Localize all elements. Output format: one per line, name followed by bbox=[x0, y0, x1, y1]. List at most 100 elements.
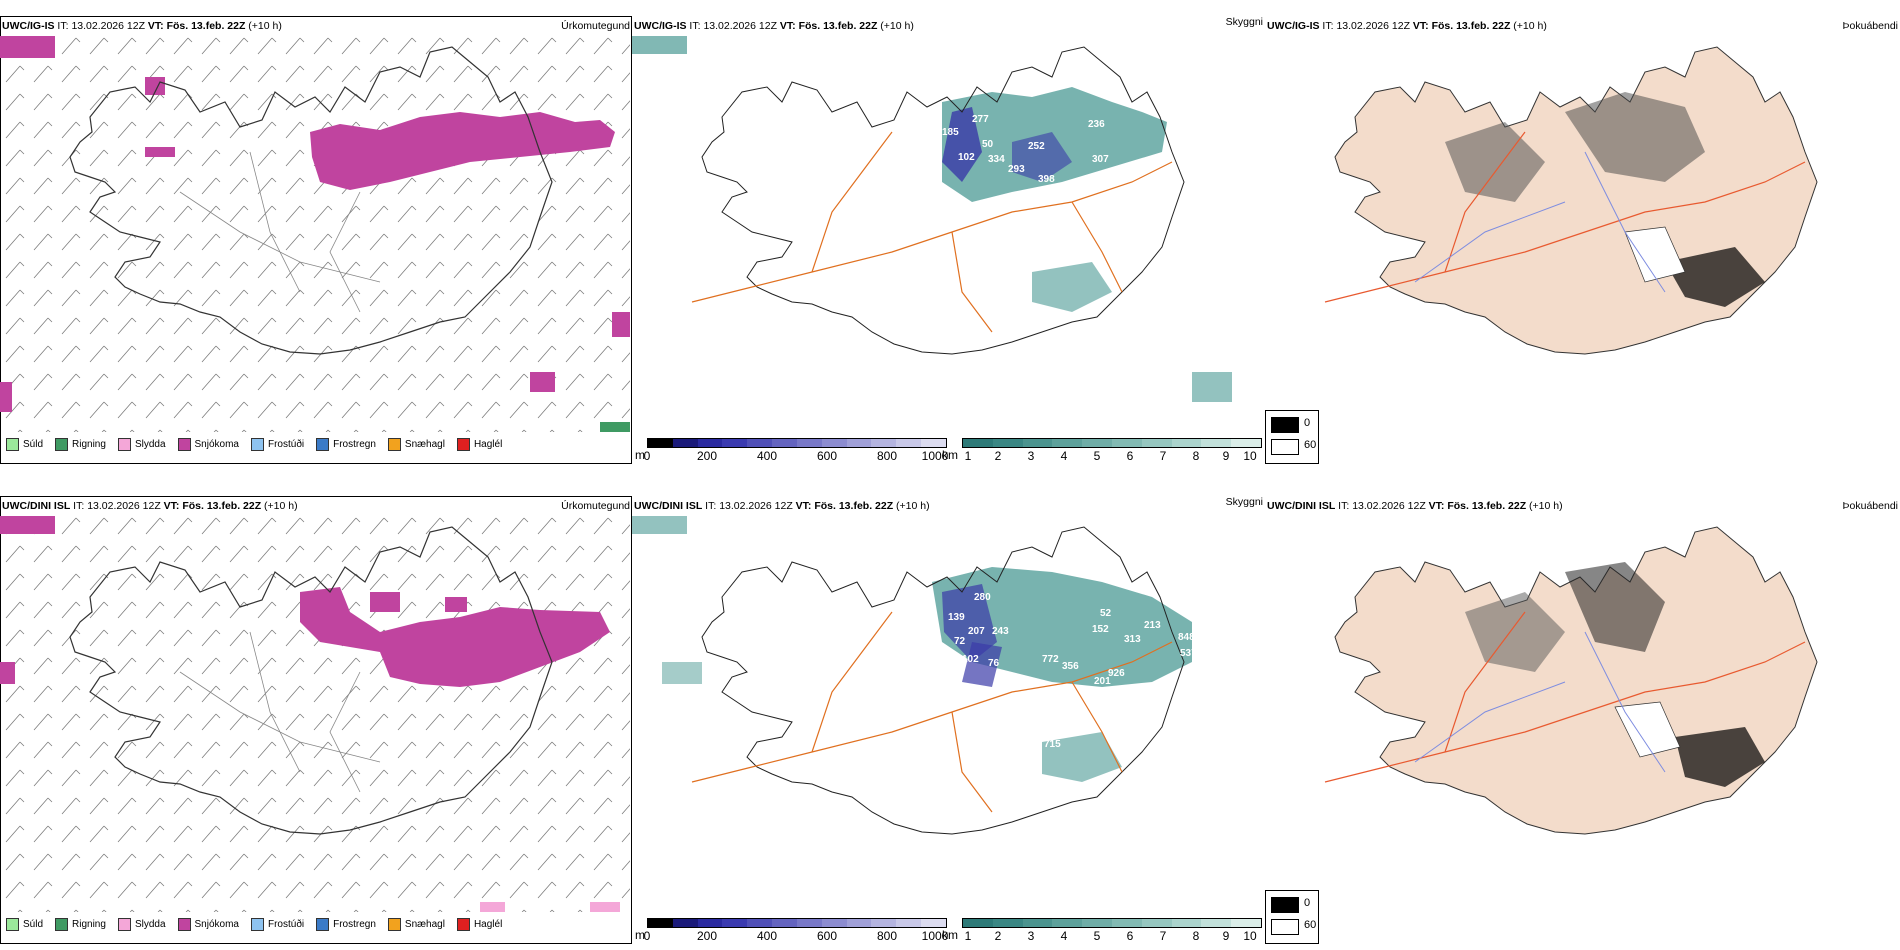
colorbar-unit: m bbox=[635, 928, 645, 942]
svg-text:207: 207 bbox=[968, 626, 985, 637]
svg-text:398: 398 bbox=[1038, 174, 1055, 185]
tick: 7 bbox=[1159, 449, 1167, 463]
legend-label: Snæhagl bbox=[404, 919, 445, 930]
cloud-base-labels: 280 139 207 243 72 102 76 772 356 152 52… bbox=[948, 592, 1197, 750]
panel-title: Þokuábendi bbox=[1842, 20, 1898, 32]
colorbar-segment bbox=[722, 919, 748, 927]
colorbar-segment bbox=[1141, 439, 1172, 447]
colorbar-segment bbox=[963, 919, 993, 927]
colorbar-segment bbox=[846, 439, 872, 447]
tick: 9 bbox=[1222, 449, 1230, 463]
legend-label: Snjókoma bbox=[194, 919, 239, 930]
legend-swatch bbox=[177, 918, 191, 931]
precip-type-map bbox=[0, 512, 630, 912]
fog-swatch bbox=[1271, 439, 1299, 455]
legend-label: Frostúði bbox=[267, 919, 305, 930]
svg-text:72: 72 bbox=[954, 636, 966, 647]
legend-label: Snæhagl bbox=[404, 439, 445, 450]
model-name: UWC/DINI ISL bbox=[1267, 500, 1336, 512]
svg-text:252: 252 bbox=[1028, 141, 1045, 152]
tick: 10 bbox=[1243, 929, 1257, 943]
panel-title: Úrkomutegund bbox=[561, 20, 630, 32]
fog-legend: 0 60 bbox=[1265, 410, 1319, 464]
fog-index-map bbox=[1324, 526, 1818, 835]
tick: 8 bbox=[1192, 449, 1200, 463]
it-label: IT: bbox=[1322, 20, 1334, 32]
legend-swatch bbox=[387, 438, 401, 451]
panel-header: UWC/IG-IS IT: 13.02.2026 12Z VT: Fös. 13… bbox=[634, 16, 1263, 32]
legend-label: Rigning bbox=[72, 919, 106, 930]
tick: 10 bbox=[1243, 449, 1257, 463]
cloud-visibility-panel: UWC/IG-IS IT: 13.02.2026 12Z VT: Fös. 13… bbox=[632, 0, 1265, 470]
colorbar-segment bbox=[1201, 919, 1232, 927]
panel-title: Þokuábendi bbox=[1842, 500, 1898, 512]
fog-index-map bbox=[1324, 46, 1818, 355]
cloud-base-labels: 185 277 102 50 334 252 236 307 315 398 2… bbox=[735, 114, 1217, 245]
legend-swatch bbox=[456, 438, 470, 451]
colorbar-segment bbox=[1201, 439, 1232, 447]
colorbar-strip bbox=[647, 918, 947, 928]
colorbar-segment bbox=[821, 919, 847, 927]
it-label: IT: bbox=[705, 500, 717, 512]
svg-text:334: 334 bbox=[988, 154, 1005, 165]
colorbar-ticks: 0 200 400 600 800 1000 bbox=[643, 928, 949, 943]
legend-swatch bbox=[6, 918, 19, 931]
svg-text:313: 313 bbox=[1124, 634, 1141, 645]
legend-label: Frostúði bbox=[267, 439, 305, 450]
legend-swatch bbox=[456, 918, 470, 931]
legend-item: Rigning bbox=[55, 918, 106, 931]
colorbar-segment bbox=[1171, 439, 1202, 447]
vt-label: VT: bbox=[163, 500, 180, 512]
colorbar-segment bbox=[1231, 919, 1261, 927]
fog-label: 0 bbox=[1304, 417, 1311, 429]
tick: 400 bbox=[756, 449, 778, 463]
tick: 7 bbox=[1159, 929, 1167, 943]
svg-text:715: 715 bbox=[1044, 739, 1061, 750]
cloud-visibility-panel: UWC/DINI ISL IT: 13.02.2026 12Z VT: Fös.… bbox=[632, 480, 1265, 950]
colorbar-segment bbox=[672, 919, 698, 927]
tick: 8 bbox=[1192, 929, 1200, 943]
fog-index-panel: UWC/DINI ISL IT: 13.02.2026 12Z VT: Fös.… bbox=[1265, 480, 1900, 950]
svg-text:537: 537 bbox=[1180, 648, 1197, 659]
fog-label: 60 bbox=[1304, 439, 1317, 451]
fog-index-panel: UWC/IG-IS IT: 13.02.2026 12Z VT: Fös. 13… bbox=[1265, 0, 1900, 470]
colorbar-segment bbox=[846, 919, 872, 927]
lead-time: (+10 h) bbox=[1529, 500, 1563, 512]
cloud-visibility-map: 185 277 102 50 334 252 236 307 315 398 2… bbox=[632, 36, 1232, 402]
it-label: IT: bbox=[57, 20, 69, 32]
panel-header: UWC/DINI ISL IT: 13.02.2026 12Z VT: Fös.… bbox=[1267, 500, 1898, 512]
it-label: IT: bbox=[1338, 500, 1350, 512]
svg-text:52: 52 bbox=[1100, 608, 1112, 619]
legend-swatch bbox=[250, 438, 264, 451]
legend-swatch bbox=[177, 438, 191, 451]
colorbar-segment bbox=[821, 439, 847, 447]
tick: 4 bbox=[1060, 449, 1068, 463]
legend-item: Rigning bbox=[55, 438, 106, 451]
colorbar-segment bbox=[992, 439, 1023, 447]
legend-swatch bbox=[55, 438, 69, 451]
cloud-base-colorbar: 0 200 400 600 800 1000 m bbox=[635, 438, 948, 463]
legend-label: Rigning bbox=[72, 439, 106, 450]
legend-item: Snjókoma bbox=[177, 438, 239, 451]
legend-swatch bbox=[117, 438, 131, 451]
legend-item: Súld bbox=[6, 438, 43, 451]
legend-swatch bbox=[6, 438, 19, 451]
panel-header: UWC/IG-IS IT: 13.02.2026 12Z VT: Fös. 13… bbox=[1267, 20, 1898, 32]
init-time: 13.02.2026 12Z bbox=[1336, 20, 1410, 32]
legend-label: Frostregn bbox=[333, 439, 376, 450]
legend-label: Súld bbox=[23, 919, 44, 930]
legend-label: Haglél bbox=[473, 439, 503, 450]
svg-text:29: 29 bbox=[748, 154, 760, 165]
forecast-row-2: UWC/DINI ISL IT: 13.02.2026 12Z VT: Fös.… bbox=[0, 480, 1900, 950]
precip-legend: Súld Rigning Slydda Snjókoma Frostúði Fr… bbox=[6, 918, 502, 931]
legend-item: Frostregn bbox=[316, 438, 376, 451]
legend-label: Súld bbox=[23, 439, 44, 450]
legend-swatch bbox=[55, 918, 69, 931]
init-time: 13.02.2026 12Z bbox=[87, 500, 161, 512]
init-time: 13.02.2026 12Z bbox=[71, 20, 145, 32]
svg-text:139: 139 bbox=[948, 612, 965, 623]
colorbar-segment bbox=[921, 439, 946, 447]
colorbar-segment bbox=[1082, 439, 1112, 447]
tick: 0 bbox=[643, 929, 651, 943]
cloud-base-colorbar: 0 200 400 600 800 1000 m bbox=[635, 918, 949, 943]
